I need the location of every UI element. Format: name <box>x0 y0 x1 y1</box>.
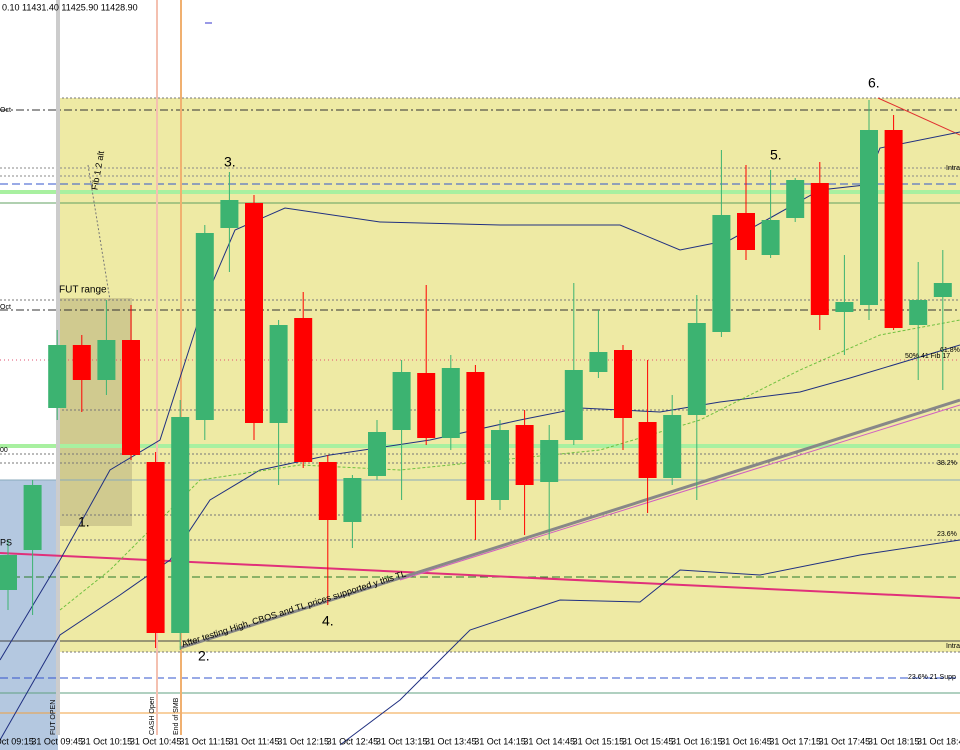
annotation: Intra <box>946 165 960 172</box>
x-tick-label: 31 Oct 17:15 <box>769 736 821 746</box>
candle-body <box>712 215 731 332</box>
candle-body <box>933 283 952 297</box>
candle-body <box>737 213 755 250</box>
candle-body <box>638 422 657 478</box>
candle-body <box>368 432 386 476</box>
candle-body <box>122 340 140 455</box>
annotation: 61.8% <box>940 347 960 354</box>
candle-body <box>589 352 608 372</box>
fut-range-box <box>58 298 132 526</box>
candle-body <box>515 425 534 485</box>
annotation: 5. <box>770 147 782 163</box>
candle-body <box>23 485 42 550</box>
candle-body <box>614 350 632 418</box>
candle-body <box>441 368 460 438</box>
annotation: PS <box>0 537 12 547</box>
x-tick-label: 31 Oct 09:45 <box>31 736 83 746</box>
candle-body <box>491 430 509 500</box>
annotation: CASH Open <box>149 696 156 735</box>
x-tick-label: 31 Oct 10:15 <box>81 736 133 746</box>
candle-body <box>564 370 583 440</box>
x-tick-label: 31 Oct 12:15 <box>277 736 329 746</box>
candle-body <box>663 415 682 478</box>
x-tick-label: 31 Oct 18:45 <box>917 736 960 746</box>
x-tick-label: 31 Oct 11:45 <box>229 736 280 746</box>
x-tick-label: 31 Oct 15:15 <box>573 736 625 746</box>
annotation: Oct <box>0 304 11 311</box>
x-tick-label: 31 Oct 13:45 <box>425 736 477 746</box>
candle-body <box>48 345 67 408</box>
annotation: 23.6% 21 Supp <box>908 674 956 681</box>
candle-body <box>392 372 411 430</box>
annotation: 3. <box>224 154 236 170</box>
annotation: 6. <box>868 75 880 91</box>
x-tick-label: 31 Oct 12:45 <box>327 736 379 746</box>
candle-body <box>220 200 239 228</box>
candle-body <box>146 462 165 633</box>
x-tick-label: 31 Oct 18:15 <box>868 736 920 746</box>
x-tick-label: 31 Oct 16:45 <box>720 736 772 746</box>
candle-body <box>687 323 706 415</box>
annotation: 50% 41 Fib 17 <box>905 353 950 360</box>
session-zone <box>58 98 960 652</box>
annotation: Intra <box>946 643 960 650</box>
candle-body <box>540 440 559 482</box>
annotation: 1. <box>78 514 90 530</box>
candle-body <box>909 300 928 325</box>
candle-body <box>0 555 17 590</box>
annotation: 2. <box>198 648 210 664</box>
candle-body <box>269 325 288 423</box>
candle-body <box>343 478 362 522</box>
candle-body <box>294 318 313 462</box>
price-header: 0.10 11431.40 11425.90 11428.90 <box>2 2 138 12</box>
annotation: FUT range <box>59 285 107 296</box>
candle-body <box>761 220 780 255</box>
annotation: 38.2% <box>937 460 957 467</box>
annotation: FUT OPEN <box>50 700 57 735</box>
candle-body <box>835 302 854 312</box>
candle-body <box>417 373 436 438</box>
candle-body <box>860 130 878 305</box>
candle-body <box>786 180 805 218</box>
annotation: 23.6% <box>937 531 957 538</box>
x-tick-label: 31 Oct 15:45 <box>622 736 674 746</box>
candle-body <box>72 345 91 380</box>
candle-body <box>245 203 263 423</box>
x-tick-label: 31 Oct 16:15 <box>671 736 723 746</box>
annotation: 4. <box>322 613 334 629</box>
x-tick-label: 31 Oct 14:45 <box>523 736 575 746</box>
candle-body <box>318 462 337 520</box>
x-tick-label: 31 Oct 14:15 <box>474 736 526 746</box>
candle-body <box>171 417 190 633</box>
x-tick-label: 31 Oct 10:45 <box>130 736 182 746</box>
annotation: Oct <box>0 107 11 114</box>
annotation: End of SMB <box>173 697 180 735</box>
x-tick-label: 31 Oct 09:15 <box>0 736 34 746</box>
x-tick-label: 31 Oct 11:15 <box>179 736 230 746</box>
candle-body <box>466 372 485 500</box>
annotation: 00 <box>0 447 8 454</box>
candle-body <box>97 340 116 380</box>
candle-body <box>810 183 829 315</box>
candle-body <box>195 233 214 420</box>
x-tick-label: 31 Oct 17:45 <box>819 736 871 746</box>
candle-body <box>884 130 903 328</box>
x-tick-label: 31 Oct 13:15 <box>376 736 428 746</box>
